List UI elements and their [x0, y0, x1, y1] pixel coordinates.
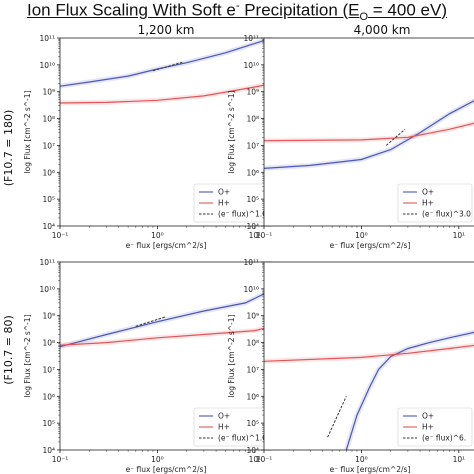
- figure-title-end: = 400 eV): [368, 0, 447, 20]
- y-tick-label: 10⁵: [246, 195, 259, 204]
- x-tick-label: 10⁰: [151, 455, 164, 464]
- series-line-1: [60, 83, 272, 104]
- panel-bottom-right: 10⁴ 10⁵ 10⁶ 10⁷ 10⁸ 10⁹ 10¹⁰ 10¹¹ 10⁻¹ 10⁰ 10¹ e⁻ f…: [227, 258, 474, 474]
- y-tick-label: 10⁸: [246, 115, 259, 124]
- y-tick-label: 10⁶: [246, 392, 259, 401]
- y-tick-label: 10¹⁰: [243, 285, 259, 294]
- legend-box: [397, 407, 473, 447]
- row-label-top: (F10.7 = 180): [2, 110, 15, 187]
- x-tick-label: 10⁻¹: [256, 231, 273, 240]
- panel-frame: [263, 261, 474, 451]
- panel-frame: [263, 37, 474, 227]
- legend-label: (e⁻ flux)^1.01: [218, 434, 272, 443]
- x-tick-label: 10⁰: [151, 231, 164, 240]
- figure-title-sup: -: [235, 0, 240, 12]
- figure-title-sub: O: [359, 11, 369, 24]
- legend-label: (e⁻ flux)^3.0: [422, 210, 471, 219]
- legend-label: H+: [422, 199, 434, 208]
- legend: O+ H+ (e⁻ flux)^1.01: [193, 407, 272, 447]
- series-line-0: [60, 38, 272, 87]
- y-tick-label: 10⁴: [246, 222, 259, 231]
- x-tick-label: 10⁻¹: [256, 455, 273, 464]
- y-tick-label: 10⁶: [246, 168, 259, 177]
- y-tick-label: 10⁸: [246, 339, 259, 348]
- x-tick-label: 10¹: [249, 455, 262, 464]
- figure-title-rest: Precipitation (E: [239, 0, 360, 20]
- y-tick-label: 10⁷: [246, 141, 259, 150]
- y-tick-label: 10⁵: [42, 195, 55, 204]
- y-tick-label: 10⁹: [42, 312, 55, 321]
- y-tick-label: 10¹¹: [243, 34, 259, 43]
- series-line-2: [327, 396, 347, 438]
- series-line-1: [264, 122, 474, 142]
- legend-label: O+: [218, 412, 230, 421]
- legend-label: H+: [218, 199, 230, 208]
- row-label-bottom: (F10.7 = 80): [2, 315, 15, 385]
- figure-title: Ion Flux Scaling With Soft e- Precipitat…: [0, 0, 474, 23]
- y-tick-label: 10⁹: [246, 312, 259, 321]
- legend-label: O+: [422, 188, 434, 197]
- y-tick-label: 10⁷: [42, 365, 55, 374]
- y-tick-label: 10⁷: [42, 141, 55, 150]
- x-axis-label: e⁻ flux [ergs/cm^2/s]: [330, 241, 411, 250]
- legend-box: [397, 183, 473, 223]
- y-tick-label: 10⁶: [42, 168, 55, 177]
- y-tick-label: 10⁸: [42, 339, 55, 348]
- legend-label: O+: [422, 412, 434, 421]
- figure-title-main: Ion Flux Scaling With Soft e: [27, 0, 236, 20]
- y-tick-label: 10⁴: [246, 446, 259, 455]
- y-axis-label: log Flux [cm^-2 s^-1]: [23, 314, 32, 397]
- y-axis-label: log Flux [cm^-2 s^-1]: [227, 90, 236, 173]
- y-tick-label: 10¹⁰: [243, 61, 259, 70]
- y-tick-label: 10¹¹: [243, 258, 259, 267]
- legend-label: (e⁻ flux)^6.: [422, 434, 466, 443]
- legend: O+ H+ (e⁻ flux)^6.: [397, 407, 473, 447]
- y-tick-label: 10⁵: [42, 419, 55, 428]
- x-tick-label: 10¹: [453, 455, 466, 464]
- y-tick-label: 10⁸: [42, 115, 55, 124]
- y-axis-label: log Flux [cm^-2 s^-1]: [227, 314, 236, 397]
- legend-label: H+: [218, 423, 230, 432]
- panel-top-right: 10⁴ 10⁵ 10⁶ 10⁷ 10⁸ 10⁹ 10¹⁰ 10¹¹ 10⁻¹ 10⁰ 10¹ e⁻ f…: [227, 34, 474, 250]
- series-line-2: [385, 128, 406, 146]
- series-line-0: [264, 100, 474, 169]
- legend-label: (e⁻ flux)^1.07: [218, 210, 272, 219]
- panel-top-left: 10⁴ 10⁵ 10⁶ 10⁷ 10⁸ 10⁹ 10¹⁰ 10¹¹ 10⁻¹ 10⁰ 10¹ e⁻ f…: [23, 34, 273, 250]
- y-tick-label: 10¹⁰: [39, 61, 55, 70]
- x-axis-label: e⁻ flux [ergs/cm^2/s]: [126, 465, 207, 474]
- column-title-4000: 4,000 km: [354, 23, 411, 37]
- legend: O+ H+ (e⁻ flux)^1.07: [193, 183, 272, 223]
- y-tick-label: 10⁴: [42, 446, 55, 455]
- y-tick-label: 10⁹: [42, 88, 55, 97]
- x-tick-label: 10⁻¹: [52, 231, 69, 240]
- series-line-1: [264, 344, 474, 362]
- panel-bottom-left: 10⁴ 10⁵ 10⁶ 10⁷ 10⁸ 10⁹ 10¹⁰ 10¹¹ 10⁻¹ 10⁰ 10¹ e⁻ f…: [23, 258, 273, 474]
- y-tick-label: 10⁷: [246, 365, 259, 374]
- series-line-2: [152, 61, 183, 72]
- y-tick-label: 10¹⁰: [39, 285, 55, 294]
- series-line-1: [60, 325, 272, 346]
- y-tick-label: 10⁵: [246, 419, 259, 428]
- y-tick-label: 10¹¹: [39, 258, 55, 267]
- x-tick-label: 10¹: [249, 231, 262, 240]
- series-line-2: [135, 316, 166, 327]
- series-line-0: [60, 289, 272, 348]
- legend-label: O+: [218, 188, 230, 197]
- y-tick-label: 10⁹: [246, 88, 259, 97]
- x-tick-label: 10⁰: [355, 231, 368, 240]
- y-tick-label: 10¹¹: [39, 34, 55, 43]
- x-tick-label: 10⁰: [355, 455, 368, 464]
- y-tick-label: 10⁶: [42, 392, 55, 401]
- x-tick-label: 10⁻¹: [52, 455, 69, 464]
- legend-label: H+: [422, 423, 434, 432]
- y-tick-label: 10⁴: [42, 222, 55, 231]
- legend: O+ H+ (e⁻ flux)^3.0: [397, 183, 473, 223]
- series-line-0: [345, 331, 474, 450]
- x-axis-label: e⁻ flux [ergs/cm^2/s]: [126, 241, 207, 250]
- y-axis-label: log Flux [cm^-2 s^-1]: [23, 90, 32, 173]
- x-tick-label: 10¹: [453, 231, 466, 240]
- x-axis-label: e⁻ flux [ergs/cm^2/s]: [330, 465, 411, 474]
- column-title-1200: 1,200 km: [138, 23, 195, 37]
